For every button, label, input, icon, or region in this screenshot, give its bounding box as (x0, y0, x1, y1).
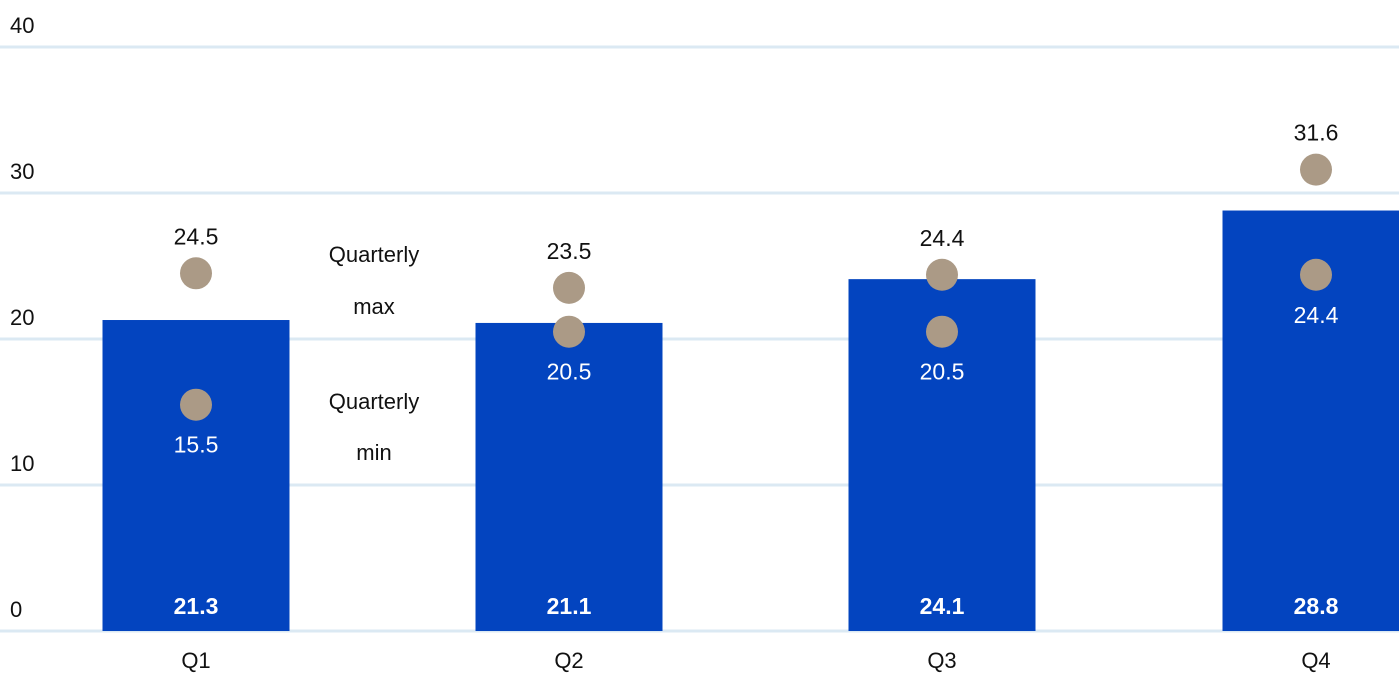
y-tick-label-20: 20 (10, 305, 34, 330)
bar-value-label-Q1: 21.3 (174, 593, 219, 619)
annotations: Quarterly max Quarterly min (329, 242, 419, 465)
y-tick-label-0: 0 (10, 597, 22, 622)
max-point-label-Q3: 24.4 (920, 225, 965, 251)
gridlines (0, 45, 1399, 633)
max-point-label-Q2: 23.5 (547, 238, 592, 264)
x-category-label-Q4: Q4 (1301, 648, 1330, 673)
point-value-labels: 24.5 15.5 23.5 20.5 24.4 20.5 31.6 24.4 (174, 120, 1339, 458)
bar-value-labels: 21.3 21.1 24.1 28.8 (174, 593, 1339, 619)
annotation-min-line1: Quarterly (329, 389, 419, 414)
max-point-Q3 (926, 258, 958, 291)
min-point-Q1 (180, 388, 212, 421)
bar-value-label-Q4: 28.8 (1294, 593, 1339, 619)
x-axis-categories: Q1 Q2 Q3 Q4 (181, 648, 1330, 673)
annotation-min-line2: min (356, 440, 391, 465)
gridline-40 (0, 45, 1399, 49)
bar-value-label-Q3: 24.1 (920, 593, 965, 619)
max-point-label-Q1: 24.5 (174, 223, 219, 249)
bar-Q1 (102, 320, 290, 631)
x-category-label-Q1: Q1 (181, 648, 210, 673)
max-point-Q1 (180, 257, 212, 290)
x-category-label-Q3: Q3 (927, 648, 956, 673)
min-point-Q4 (1300, 258, 1332, 291)
annotation-max-line1: Quarterly (329, 242, 419, 267)
points (180, 153, 1332, 421)
gridline-0 (0, 629, 1399, 633)
annotation-max-line2: max (353, 294, 395, 319)
min-point-Q2 (553, 315, 585, 348)
min-point-label-Q2: 20.5 (547, 359, 592, 385)
min-point-label-Q1: 15.5 (174, 432, 219, 458)
min-point-Q3 (926, 315, 958, 348)
y-tick-label-40: 40 (10, 13, 34, 38)
bar-value-label-Q2: 21.1 (547, 593, 592, 619)
y-tick-label-10: 10 (10, 451, 34, 476)
bars (102, 210, 1399, 631)
y-tick-label-30: 30 (10, 159, 34, 184)
gridline-10 (0, 483, 1399, 487)
gridline-30 (0, 191, 1399, 195)
x-category-label-Q2: Q2 (554, 648, 583, 673)
max-point-Q2 (553, 271, 585, 304)
y-axis-ticks: 0 10 20 30 40 (10, 13, 34, 622)
gridline-20 (0, 337, 1399, 341)
min-point-label-Q3: 20.5 (920, 359, 965, 385)
min-point-label-Q4: 24.4 (1294, 302, 1339, 328)
max-point-label-Q4: 31.6 (1294, 120, 1339, 146)
max-point-Q4 (1300, 153, 1332, 186)
bar-Q2 (475, 322, 663, 631)
